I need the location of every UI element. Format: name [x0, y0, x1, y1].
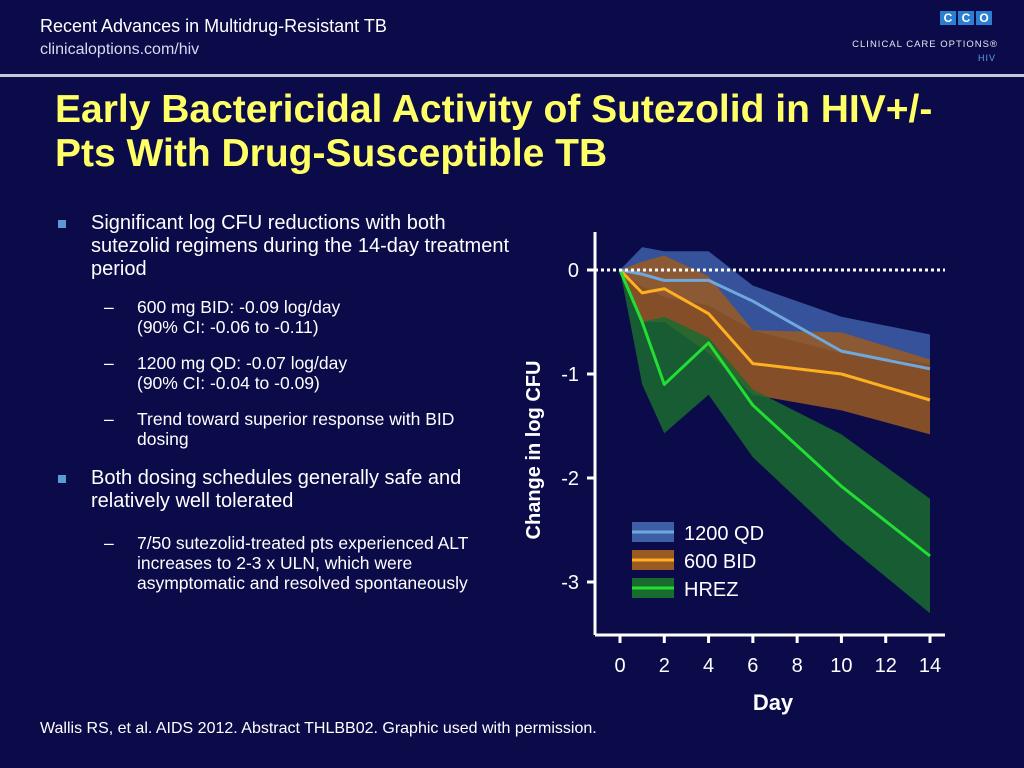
bullet-safety-text: Both dosing schedules generally safe and… — [91, 467, 462, 512]
y-tick-label: -2 — [561, 468, 579, 490]
header-url: clinicaloptions.com/hiv — [40, 41, 200, 58]
header-title: Recent Advances in Multidrug-Resistant T… — [40, 16, 387, 36]
dash-icon: – — [104, 297, 114, 317]
cco-logo-mark: C C O — [940, 11, 992, 25]
logo-sub: HIV — [977, 53, 996, 63]
x-axis-label: Day — [753, 690, 794, 715]
series-line-600-bid — [618, 268, 931, 402]
x-tick-label: 14 — [919, 655, 941, 677]
sub-bullet-alt: – 7/50 sutezolid-treated pts experienced… — [55, 533, 475, 593]
bullet-efficacy-text: Significant log CFU reductions with both… — [91, 212, 510, 280]
logo-letter-c2: C — [958, 11, 974, 25]
logo-letter-o: O — [976, 11, 992, 25]
sub-bullet-1200-qd: – 1200 mg QD: -0.07 log/day (90% CI: -0.… — [55, 353, 525, 393]
x-tick-label: 2 — [659, 655, 670, 677]
legend-label: HREZ — [684, 579, 738, 601]
dash-icon: – — [104, 353, 114, 373]
x-tick-label: 12 — [875, 655, 897, 677]
citation: Wallis RS, et al. AIDS 2012. Abstract TH… — [40, 720, 597, 737]
bullet-list: Significant log CFU reductions with both… — [55, 212, 525, 593]
legend-label: 1200 QD — [684, 523, 764, 545]
sub-bullet-600-bid-line1: 600 mg BID: -0.09 log/day — [137, 297, 341, 317]
sub-bullet-trend-text: Trend toward superior response with BID … — [137, 409, 455, 449]
chart-legend: 1200 QD 600 BID HREZ — [632, 522, 764, 601]
ci-bands — [620, 247, 930, 614]
dash-icon: – — [104, 533, 114, 553]
series-line-1200-qd — [619, 268, 931, 371]
y-axis-label: Change in log CFU — [523, 361, 545, 540]
axis-ticks: 0 -1 -2 -3 0 2 4 6 8 10 12 14 — [561, 260, 941, 677]
sub-bullet-1200-qd-line1: 1200 mg QD: -0.07 log/day — [137, 353, 348, 373]
y-tick-label: -1 — [561, 364, 579, 386]
sub-bullet-600-bid: – 600 mg BID: -0.09 log/day (90% CI: -0.… — [55, 297, 525, 337]
sub-bullet-600-bid-line2: (90% CI: -0.06 to -0.11) — [137, 317, 319, 337]
logo-letter-c1: C — [940, 11, 956, 25]
x-tick-label: 0 — [614, 655, 625, 677]
ci-band-600-bid — [620, 255, 930, 435]
ci-band-hrez — [620, 270, 930, 614]
logo-name: CLINICAL CARE OPTIONS® — [852, 39, 998, 50]
sub-bullet-trend: – Trend toward superior response with BI… — [55, 409, 475, 449]
x-tick-label: 4 — [703, 655, 714, 677]
bullet-square-icon — [58, 475, 66, 483]
slide-title: Early Bactericidal Activity of Sutezolid… — [55, 88, 933, 175]
series-line-hrez — [618, 269, 931, 558]
x-tick-label: 8 — [792, 655, 803, 677]
series-lines — [618, 268, 931, 558]
sub-bullet-1200-qd-line2: (90% CI: -0.04 to -0.09) — [137, 373, 320, 393]
x-tick-label: 10 — [830, 655, 852, 677]
bullet-square-icon — [58, 220, 66, 228]
sub-bullet-alt-text: 7/50 sutezolid-treated pts experienced A… — [137, 533, 469, 593]
legend-label: 600 BID — [684, 551, 756, 573]
bullet-safety: Both dosing schedules generally safe and… — [55, 467, 515, 513]
y-tick-label: -3 — [561, 572, 579, 594]
cco-logo: C C O CLINICAL CARE OPTIONS® HIV — [848, 11, 998, 63]
bullet-efficacy: Significant log CFU reductions with both… — [55, 212, 525, 281]
header-divider — [0, 74, 1024, 77]
dash-icon: – — [104, 409, 114, 429]
y-tick-label: 0 — [568, 260, 579, 282]
x-tick-label: 6 — [747, 655, 758, 677]
